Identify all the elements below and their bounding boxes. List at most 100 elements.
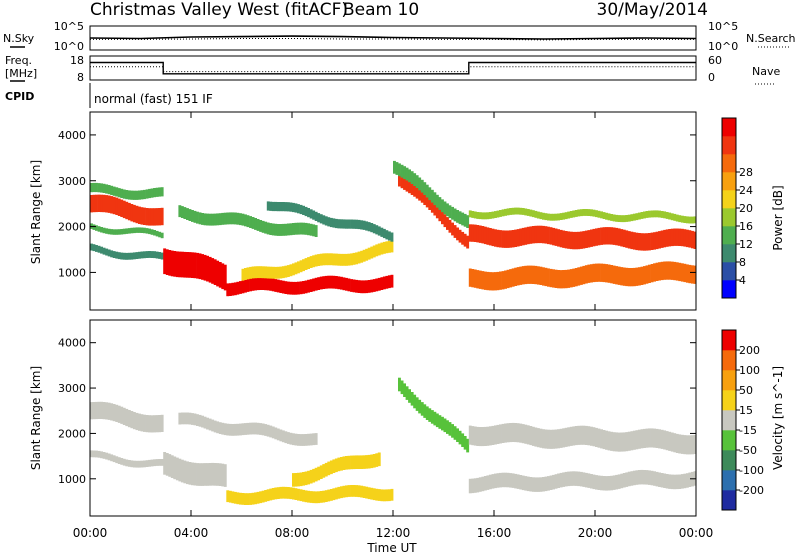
- power-cell: [95, 182, 98, 193]
- power-cell: [292, 263, 295, 276]
- velocity-cell: [107, 453, 111, 461]
- velocity-cell: [673, 433, 677, 453]
- velocity-cell: [350, 455, 353, 470]
- colorbar-swatch: [722, 280, 736, 299]
- colorbar-tick-label: 28: [739, 166, 753, 179]
- colorbar-swatch: [722, 330, 736, 351]
- power-cell: [390, 232, 394, 242]
- power-cell: [372, 245, 376, 258]
- x-axis-ticks: 00:00 04:00 08:00 12:00 16:00 20:00 00:00: [73, 112, 714, 540]
- velocity-cell: [92, 450, 96, 458]
- velocity-cell: [635, 470, 639, 485]
- colorbar-swatch: [722, 226, 736, 245]
- power-cell: [150, 251, 154, 258]
- power-cell: [360, 280, 364, 294]
- power-cell: [191, 210, 194, 222]
- power-cell: [304, 222, 308, 235]
- power-cell: [615, 227, 619, 246]
- velocity-cell: [309, 469, 313, 484]
- velocity-cell: [269, 488, 273, 501]
- power-cell: [92, 224, 96, 230]
- power-cell: [582, 231, 586, 249]
- power-cell: [577, 209, 581, 217]
- velocity-cell: [362, 486, 366, 498]
- velocity-cell: [350, 485, 353, 497]
- power-cell: [115, 187, 119, 197]
- power-cell: [511, 268, 515, 287]
- colorbar-tick-label: 8: [739, 256, 746, 269]
- velocity-cell: [122, 407, 126, 425]
- power-cell: [615, 266, 619, 285]
- velocity-cell: [281, 430, 285, 443]
- power-cell: [602, 263, 606, 283]
- power-cell: [269, 278, 273, 291]
- power-cell: [155, 187, 159, 197]
- velocity-cell: [494, 473, 497, 489]
- power-cell: [276, 224, 280, 236]
- velocity-cell: [132, 460, 136, 468]
- power-cell: [630, 231, 634, 250]
- x-tick-label: 08:00: [275, 526, 310, 540]
- power-cell: [312, 224, 316, 237]
- velocity-cell: [188, 412, 192, 425]
- power-cell: [160, 207, 164, 226]
- power-cell: [132, 204, 136, 223]
- velocity-cell: [122, 458, 126, 466]
- power-cell: [542, 212, 545, 220]
- power-cell: [312, 210, 316, 220]
- power-cell: [398, 163, 401, 177]
- power-cell: [266, 277, 270, 291]
- power-cell: [481, 212, 485, 220]
- power-cell: [314, 225, 318, 237]
- velocity-cell: [367, 454, 371, 469]
- velocity-cell: [536, 428, 540, 448]
- power-cell: [607, 213, 611, 221]
- velocity-cell: [138, 460, 141, 468]
- velocity-cell: [584, 425, 588, 445]
- power-cell: [231, 282, 235, 296]
- power-cell: [115, 229, 119, 235]
- freq-left-label-2: [MHz]: [5, 67, 37, 80]
- power-cell: [387, 240, 391, 253]
- velocity-cell: [648, 470, 651, 485]
- velocity-cell: [691, 435, 694, 455]
- velocity-cell: [577, 471, 581, 487]
- power-cell: [627, 214, 631, 222]
- power-cell: [466, 215, 470, 228]
- power-cell: [468, 268, 472, 287]
- velocity-cell: [244, 423, 247, 435]
- velocity-cell: [180, 459, 184, 483]
- power-cell: [653, 263, 656, 282]
- velocity-cell: [180, 412, 184, 425]
- colorbar-tick-label: 200: [739, 344, 760, 357]
- power-cell: [443, 214, 447, 228]
- velocity-cell: [400, 380, 404, 395]
- power-cell: [637, 212, 641, 220]
- power-cell: [499, 210, 502, 217]
- power-cell: [264, 277, 268, 291]
- power-cell: [153, 188, 156, 198]
- velocity-cell: [435, 413, 439, 428]
- power-cell: [496, 229, 500, 248]
- power-cell: [375, 244, 379, 257]
- velocity-cell: [675, 474, 679, 490]
- power-cell: [658, 262, 661, 281]
- velocity-cell: [542, 477, 545, 492]
- colorbar-swatch: [722, 208, 736, 227]
- power-cell: [509, 230, 513, 248]
- x-tick-label: 00:00: [679, 526, 714, 540]
- velocity-cell: [140, 414, 144, 432]
- power-cell: [319, 214, 323, 224]
- power-cell: [223, 264, 227, 291]
- power-cell: [271, 223, 275, 236]
- power-cell: [97, 194, 101, 212]
- power-cell: [473, 224, 477, 242]
- power-cell: [145, 228, 149, 234]
- power-cell: [430, 189, 434, 203]
- velocity-cell: [597, 475, 601, 490]
- velocity-cell: [135, 412, 139, 431]
- power-cell: [423, 192, 427, 205]
- velocity-cell: [650, 470, 654, 486]
- power-cell: [281, 223, 285, 236]
- power-cell: [572, 268, 576, 287]
